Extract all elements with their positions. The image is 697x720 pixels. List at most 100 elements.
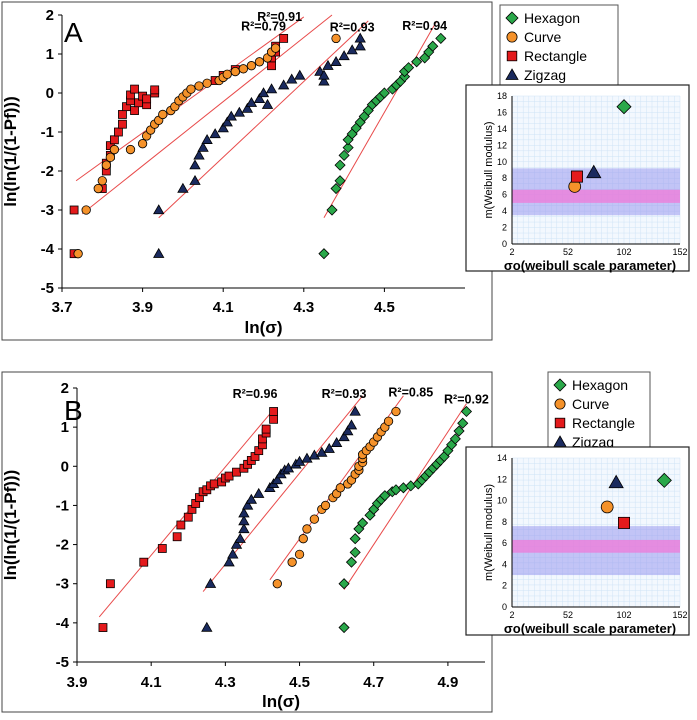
- data-point-rectangle: [554, 417, 566, 429]
- data-point-hexagon: [338, 621, 350, 634]
- data-point-curve: [287, 557, 297, 567]
- data-point-zigzag: [330, 55, 342, 66]
- data-point-zigzag: [238, 515, 250, 526]
- data-point-curve: [254, 57, 265, 67]
- data-point-zigzag: [204, 577, 217, 588]
- data-point-zigzag: [346, 44, 358, 55]
- fit-line-hexagon: [343, 403, 467, 590]
- legend-label-curve: Curve: [572, 396, 610, 412]
- data-point-zigzag: [253, 93, 266, 103]
- data-point-hexagon: [349, 546, 361, 558]
- legend-label-hexagon: Hexagon: [524, 10, 580, 26]
- data-point-rectangle: [69, 205, 79, 215]
- data-point-zigzag: [241, 499, 254, 510]
- y-tick-label: -5: [41, 280, 54, 297]
- data-point-curve: [298, 534, 308, 544]
- x-tick-label: 3.9: [132, 299, 153, 316]
- data-point-zigzag: [234, 532, 246, 543]
- data-point-hexagon: [334, 159, 346, 171]
- inset-y-tick-label: 6: [502, 538, 507, 548]
- data-point-curve: [101, 160, 111, 170]
- data-point-curve: [238, 64, 249, 74]
- inset-x-tick-label: 52: [563, 247, 573, 257]
- x-tick-label: 4.3: [293, 299, 314, 316]
- data-point-zigzag: [265, 83, 278, 94]
- data-point-rectangle: [118, 119, 127, 129]
- data-point-hexagon: [427, 40, 439, 52]
- data-point-rectangle: [130, 106, 139, 115]
- data-point-curve: [600, 500, 614, 514]
- data-point-rectangle: [98, 623, 108, 632]
- data-point-curve: [294, 549, 305, 560]
- inset-y-tick-label: 0: [502, 602, 507, 612]
- data-point-rectangle: [232, 467, 241, 477]
- inset-y-tick-label: 14: [497, 124, 507, 134]
- data-point-hexagon: [403, 62, 415, 74]
- data-point-zigzag: [293, 455, 306, 466]
- y-axis-title: ln(ln(1/(1-Pf))): [1, 470, 20, 580]
- data-point-curve: [81, 205, 91, 215]
- data-point-hexagon: [457, 417, 469, 429]
- data-point-hexagon: [318, 248, 330, 260]
- data-point-hexagon: [379, 490, 391, 502]
- data-point-rectangle: [209, 479, 219, 489]
- data-point-hexagon: [330, 182, 342, 195]
- data-point-zigzag: [217, 122, 229, 133]
- data-point-zigzag: [245, 493, 258, 504]
- data-point-curve: [202, 78, 212, 88]
- data-point-curve: [506, 31, 518, 43]
- data-point-hexagon: [435, 32, 447, 44]
- y-tick-label: -4: [41, 241, 55, 258]
- r2-label-rectangle: R²=0.96: [233, 387, 278, 401]
- y-tick-label: 0: [46, 85, 54, 102]
- data-point-zigzag: [230, 538, 243, 549]
- data-point-rectangle: [618, 516, 631, 529]
- data-point-curve: [93, 183, 103, 194]
- inset-x-tick-label: 102: [616, 610, 631, 620]
- data-point-zigzag: [233, 106, 246, 117]
- data-point-rectangle: [176, 520, 186, 530]
- y-tick-label: -1: [41, 124, 54, 141]
- data-point-curve: [391, 406, 401, 417]
- legend: Hexagon Curve Rectangle Zigzag: [547, 371, 651, 451]
- y-tick-label: -3: [56, 576, 69, 593]
- x-tick-label: 4.5: [374, 299, 395, 316]
- data-point-zigzag: [338, 431, 350, 442]
- data-point-zigzag: [342, 425, 354, 436]
- data-point-rectangle: [269, 407, 278, 416]
- inset-x-tick-label: 2: [509, 610, 514, 620]
- x-tick-label: 4.5: [289, 674, 310, 691]
- data-point-curve: [302, 524, 312, 534]
- data-point-zigzag: [238, 507, 250, 518]
- inset-x-tick-label: 152: [672, 610, 687, 620]
- y-tick-label: 2: [46, 7, 54, 24]
- data-point-rectangle: [224, 471, 234, 481]
- data-point-hexagon: [345, 556, 358, 568]
- y-tick-label: 1: [46, 46, 54, 63]
- y-tick-label: -5: [56, 654, 69, 671]
- data-point-zigzag: [238, 523, 250, 534]
- data-point-curve: [109, 144, 120, 155]
- data-point-rectangle: [118, 110, 127, 119]
- data-point-curve: [137, 139, 148, 149]
- inset-y-tick-label: 10: [497, 496, 507, 506]
- data-point-hexagon: [349, 533, 361, 545]
- legend-label-rectangle: Rectangle: [572, 415, 635, 431]
- data-point-hexagon: [342, 142, 354, 154]
- data-point-rectangle: [157, 544, 167, 553]
- inset-y-tick-label: 12: [497, 140, 507, 150]
- data-point-hexagon: [326, 204, 338, 216]
- data-point-zigzag: [253, 487, 265, 498]
- data-point-rectangle: [570, 170, 583, 183]
- data-point-zigzag: [153, 204, 165, 215]
- data-point-rectangle: [183, 512, 193, 522]
- y-tick-label: -1: [56, 497, 69, 514]
- legend-label-hexagon: Hexagon: [572, 377, 628, 393]
- data-point-curve: [125, 144, 136, 155]
- fit-line-zigzag: [158, 20, 369, 219]
- data-point-curve: [246, 61, 257, 71]
- r2-label-hexagon: R²=0.92: [444, 393, 489, 407]
- legend-label-rectangle: Rectangle: [524, 48, 587, 64]
- data-point-zigzag: [318, 75, 330, 86]
